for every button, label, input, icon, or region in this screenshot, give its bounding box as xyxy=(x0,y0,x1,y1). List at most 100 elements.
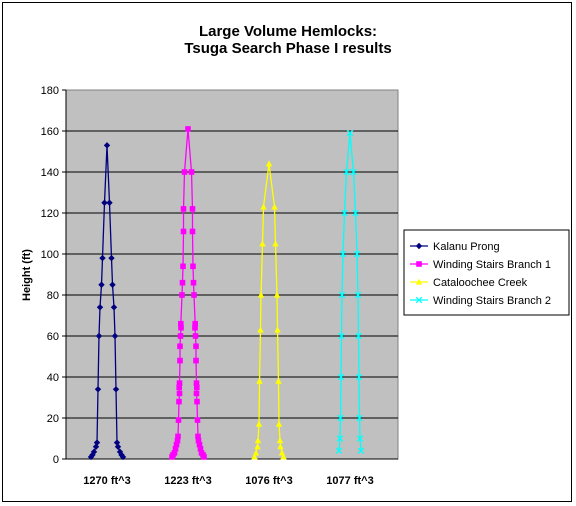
legend-box xyxy=(403,229,570,316)
data-point xyxy=(175,433,181,440)
data-point xyxy=(96,304,104,311)
legend-label: Winding Stairs Branch 2 xyxy=(433,295,551,307)
y-tick-label: 60 xyxy=(47,331,59,343)
data-point xyxy=(95,332,103,340)
data-point-stroke xyxy=(343,168,350,176)
data-point-stroke xyxy=(335,447,343,455)
data-point xyxy=(176,398,182,405)
data-point xyxy=(338,332,345,340)
data-point xyxy=(185,126,191,132)
data-point xyxy=(108,254,115,262)
data-point xyxy=(119,453,127,461)
legend-item: Cataloochee Creek xyxy=(410,277,528,289)
data-point xyxy=(173,441,180,448)
data-point xyxy=(191,292,197,298)
data-point xyxy=(180,263,186,270)
y-tick-label: 0 xyxy=(53,454,59,466)
data-point xyxy=(335,447,343,455)
data-point xyxy=(257,326,264,333)
legend-marker xyxy=(416,261,422,267)
data-point-stroke xyxy=(337,414,344,422)
data-point xyxy=(190,279,197,286)
data-point xyxy=(194,398,200,405)
data-point xyxy=(251,453,258,460)
series-2 xyxy=(251,160,287,460)
data-point xyxy=(177,357,183,364)
data-point xyxy=(257,291,265,298)
data-point xyxy=(175,417,182,423)
data-point xyxy=(341,209,348,217)
data-point xyxy=(260,203,267,210)
category-label: 1076 ft^3 xyxy=(245,475,292,487)
data-point xyxy=(189,228,196,235)
data-point xyxy=(357,447,365,455)
data-point xyxy=(336,435,344,442)
chart-title-line-1: Large Volume Hemlocks: xyxy=(199,23,377,40)
data-point-stroke xyxy=(352,209,359,217)
data-point xyxy=(353,250,361,258)
data-point-stroke xyxy=(350,168,357,176)
legend-label: Cataloochee Creek xyxy=(433,277,528,289)
data-point-stroke xyxy=(356,414,363,422)
data-point xyxy=(193,357,199,364)
data-point xyxy=(112,386,120,393)
data-point xyxy=(196,441,203,448)
data-point xyxy=(190,263,196,270)
data-point xyxy=(93,439,101,446)
data-point xyxy=(109,281,116,288)
data-point xyxy=(179,292,185,298)
data-point xyxy=(355,373,363,381)
y-tick-label: 40 xyxy=(47,372,59,384)
data-point xyxy=(192,325,198,331)
data-point xyxy=(178,325,184,331)
category-label: 1077 ft^3 xyxy=(326,475,373,487)
data-point xyxy=(337,414,344,422)
data-point xyxy=(195,437,202,444)
data-point xyxy=(339,250,347,258)
data-point xyxy=(177,333,184,339)
data-point xyxy=(106,199,113,206)
data-point xyxy=(352,209,359,217)
data-point xyxy=(193,343,199,350)
y-axis-title: Height (ft) xyxy=(21,249,33,301)
y-tick-label: 80 xyxy=(47,290,59,302)
x-axis-categories: 1270 ft^3 1223 ft^3 1076 ft^3 1077 ft^3 xyxy=(83,475,373,487)
data-point-stroke xyxy=(355,332,362,340)
data-point xyxy=(180,206,187,212)
data-point xyxy=(271,203,278,210)
data-point xyxy=(195,433,201,440)
data-point-stroke xyxy=(353,250,361,258)
data-point xyxy=(255,420,263,427)
legend: Kalanu Prong Winding Stairs Branch 1 Catal… xyxy=(403,229,570,316)
data-point-stroke xyxy=(341,209,348,217)
data-point-stroke xyxy=(338,332,345,340)
data-point xyxy=(94,386,102,393)
data-point xyxy=(277,443,284,450)
data-point-stroke xyxy=(355,373,363,381)
data-point xyxy=(177,343,183,350)
data-point xyxy=(110,304,118,311)
data-point-stroke xyxy=(338,291,346,299)
data-point xyxy=(273,291,281,298)
data-point xyxy=(337,373,345,381)
data-point xyxy=(188,169,195,175)
data-point xyxy=(254,437,262,444)
data-point xyxy=(356,414,363,422)
y-tick-label: 180 xyxy=(41,85,59,97)
data-point xyxy=(193,390,200,397)
data-point xyxy=(354,291,362,299)
data-point xyxy=(256,377,263,384)
data-point xyxy=(346,129,354,137)
y-tick-label: 120 xyxy=(41,208,59,220)
legend-marker xyxy=(415,278,423,285)
data-point xyxy=(356,435,364,442)
series-3 xyxy=(335,129,365,455)
data-point xyxy=(111,332,119,340)
data-point xyxy=(189,206,196,212)
data-point xyxy=(252,449,260,456)
legend-marker xyxy=(415,296,423,304)
legend-marker xyxy=(415,242,423,250)
data-point xyxy=(114,443,122,450)
data-point xyxy=(194,417,201,423)
